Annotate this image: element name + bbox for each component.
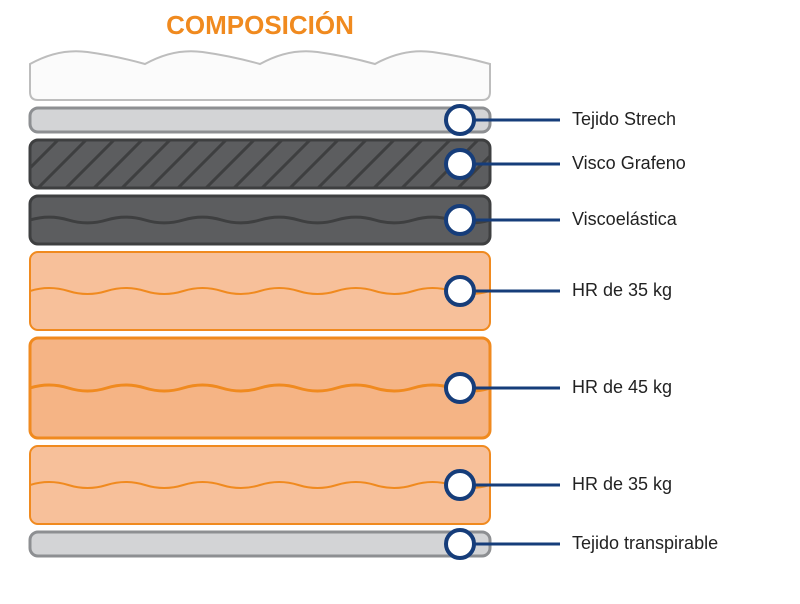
layer-label-3: HR de 35 kg	[572, 280, 672, 300]
diagram-title: COMPOSICIÓN	[166, 10, 354, 40]
connector-ring-1	[446, 150, 474, 178]
composition-diagram: COMPOSICIÓN Tejido Strech Visco Grafeno Vis…	[0, 0, 800, 604]
connector-ring-4	[446, 374, 474, 402]
layer-label-0: Tejido Strech	[572, 109, 676, 129]
connector-ring-3	[446, 277, 474, 305]
layer-label-2: Viscoelástica	[572, 209, 678, 229]
layer-label-5: HR de 35 kg	[572, 474, 672, 494]
connector-ring-6	[446, 530, 474, 558]
layer-label-6: Tejido transpirable	[572, 533, 718, 553]
layer-label-4: HR de 45 kg	[572, 377, 672, 397]
layer-label-1: Visco Grafeno	[572, 153, 686, 173]
connector-ring-5	[446, 471, 474, 499]
connector-ring-0	[446, 106, 474, 134]
connector-ring-2	[446, 206, 474, 234]
